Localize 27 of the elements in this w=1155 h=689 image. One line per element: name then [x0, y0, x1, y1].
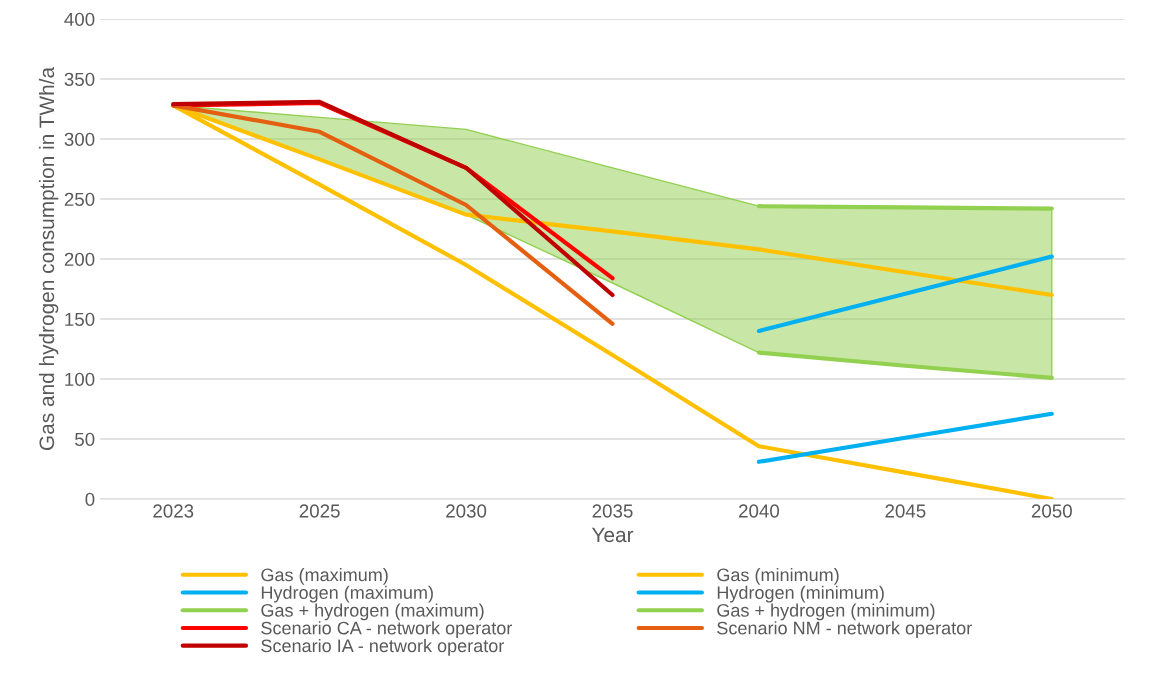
y-axis-title: Gas and hydrogen consumption in TWh/a: [38, 66, 59, 450]
legend-label: Gas + hydrogen (minimum): [717, 603, 935, 621]
x-tick-label: 2035: [592, 504, 633, 518]
y-tick-label: 0: [85, 492, 95, 506]
x-tick-label: 2050: [1031, 504, 1072, 518]
y-tick-label: 50: [75, 432, 95, 446]
legend-label: Scenario NM - network operator: [717, 621, 972, 639]
x-tick-label: 2023: [153, 504, 194, 518]
x-tick-label: 2040: [739, 504, 780, 518]
legend-label: Scenario IA - network operator: [261, 638, 504, 656]
x-tick-label: 2030: [446, 504, 487, 518]
x-tick-label: 2025: [299, 504, 340, 518]
legend-label: Hydrogen (maximum): [261, 585, 433, 603]
y-tick-label: 200: [64, 252, 95, 266]
y-tick-label: 250: [64, 192, 95, 206]
y-tick-label: 100: [65, 372, 95, 386]
y-tick-label: 400: [64, 12, 95, 26]
y-tick-label: 300: [64, 132, 95, 146]
legend-label: Scenario CA - network operator: [261, 621, 513, 639]
x-tick-label: 2045: [885, 504, 926, 518]
legend-label: Gas (minimum): [717, 568, 839, 585]
legend-label: Hydrogen (minimum): [717, 585, 884, 603]
y-tick-label: 350: [64, 72, 95, 86]
x-axis-title: Year: [591, 527, 634, 543]
legend-label: Gas (maximum): [261, 568, 388, 585]
y-tick-label: 150: [65, 312, 95, 326]
legend-label: Gas + hydrogen (maximum): [261, 603, 484, 621]
